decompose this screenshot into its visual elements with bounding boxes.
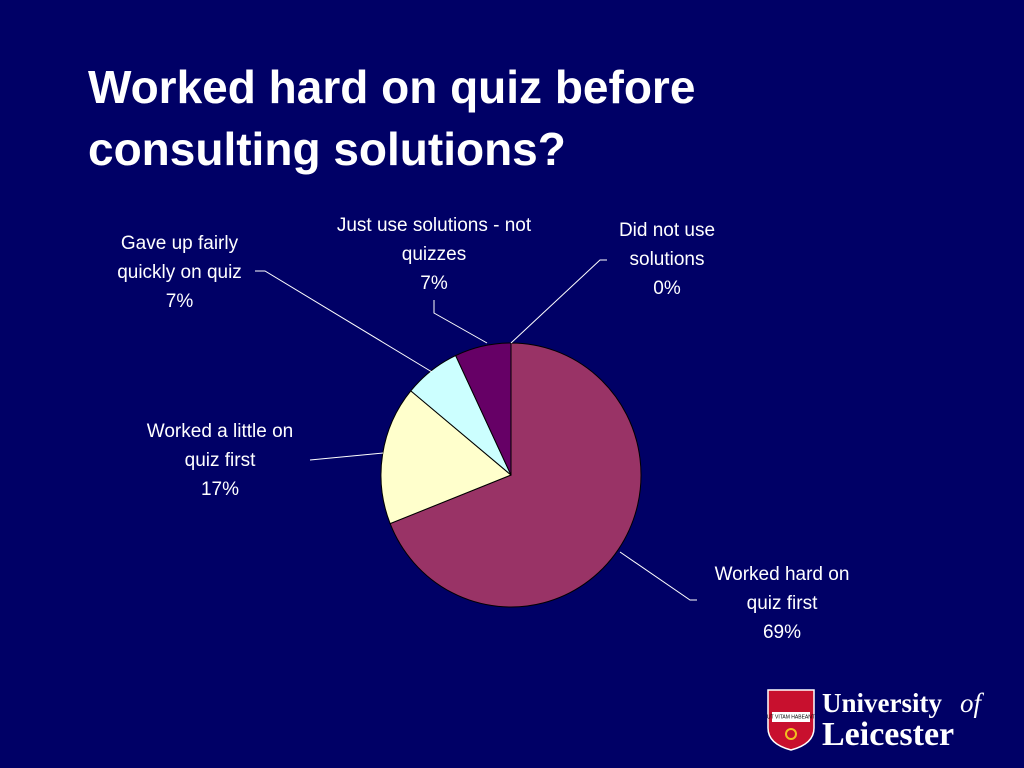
value-label: 7% — [165, 291, 194, 312]
value-label: 0% — [653, 278, 681, 299]
category-label: Just use solutions - not quizzes — [336, 215, 532, 265]
logo-place: Leicester — [822, 716, 954, 753]
value-label: 7% — [420, 273, 448, 294]
logo-of: of — [960, 688, 985, 718]
slice-label: Worked hard on quiz first 69% — [697, 560, 867, 647]
slice-label: Gave up fairly quickly on quiz 7% — [102, 229, 257, 316]
leader-line — [510, 259, 607, 344]
logo-name: University — [822, 688, 942, 718]
chart-title: Worked hard on quiz before consulting so… — [88, 61, 696, 175]
pie-slice — [389, 342, 642, 608]
category-label: Worked a little on quiz first — [146, 421, 294, 471]
slice-label: Did not use solutions 0% — [607, 216, 727, 303]
slice-label: Just use solutions - not quizzes 7% — [334, 211, 534, 298]
leader-line — [433, 300, 488, 344]
category-label: Gave up fairly quickly on quiz — [117, 233, 242, 283]
leader-line — [309, 452, 384, 461]
value-label: 17% — [200, 479, 240, 500]
category-label: Worked hard on quiz first — [714, 564, 850, 614]
logo-shield: UT VITAM HABEANT — [767, 689, 815, 751]
slice-label: Worked a little on quiz first 17% — [130, 417, 310, 504]
value-label: 69% — [762, 622, 802, 643]
leader-line — [255, 270, 433, 373]
pie-slice — [380, 390, 512, 525]
category-label: Did not use solutions — [618, 220, 716, 270]
logo-motto: UT VITAM HABEANT — [767, 714, 815, 720]
leader-line — [619, 551, 697, 601]
